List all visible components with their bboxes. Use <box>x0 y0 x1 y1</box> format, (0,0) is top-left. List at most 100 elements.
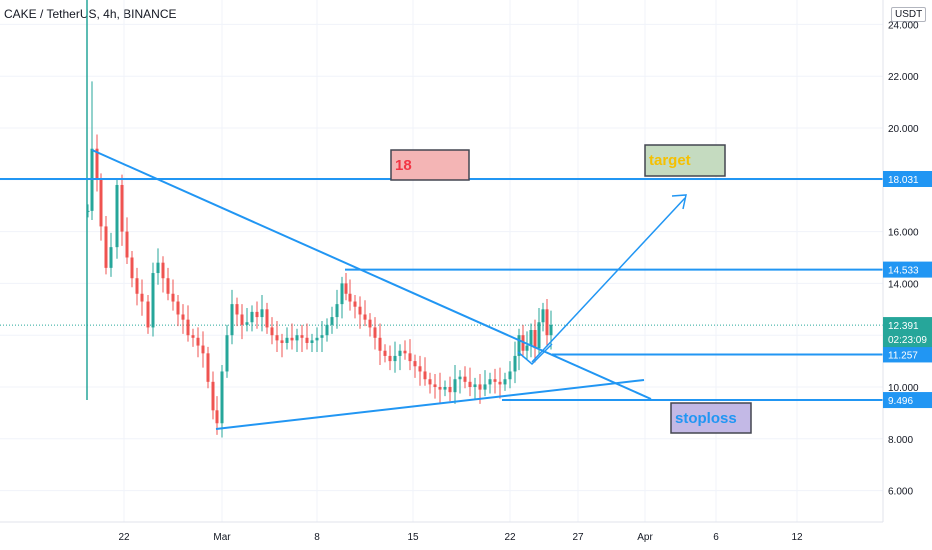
candle-body <box>315 337 319 341</box>
candle-body <box>265 309 269 328</box>
price-level-tag <box>883 392 932 409</box>
candle-body <box>260 309 264 318</box>
candle-body <box>151 273 155 328</box>
candle-body <box>508 371 512 380</box>
bar-countdown: 02:23:09 <box>888 335 927 346</box>
candle-body <box>201 345 205 354</box>
box-18 <box>390 149 470 181</box>
x-tick-label: 6 <box>713 532 719 543</box>
candle-body <box>290 337 294 341</box>
candle-body <box>171 293 175 302</box>
currency-unit-button[interactable]: USDT <box>891 7 927 22</box>
candle-body <box>418 366 422 372</box>
candle-body <box>275 335 279 341</box>
current-price-value: 12.391 <box>888 321 919 332</box>
candle-body <box>393 355 397 362</box>
candle-body <box>468 381 472 387</box>
y-tick-label: 22.000 <box>888 72 919 83</box>
descending-trendline <box>91 149 652 400</box>
candle-body <box>428 379 432 385</box>
y-tick-label: 16.000 <box>888 228 919 239</box>
candle-body <box>250 311 254 323</box>
candle-body <box>525 345 529 351</box>
x-tick-label: 22 <box>118 532 130 543</box>
candle-body <box>196 337 200 346</box>
candle-body <box>483 384 487 390</box>
candle-body <box>368 319 372 328</box>
candle-body <box>513 355 517 372</box>
price-level-value: 14.533 <box>888 266 919 277</box>
target-arrow-head <box>671 194 687 210</box>
text-annotations: 18 target stoploss <box>390 144 752 434</box>
price-axis: 24.00022.00020.00018.00016.00014.00012.0… <box>882 0 919 522</box>
candle-body <box>433 384 437 387</box>
candle-body <box>156 262 160 274</box>
chart-title: CAKE / TetherUS, 4h, BINANCE <box>4 7 177 21</box>
box-18-label: 18 <box>395 157 412 174</box>
candle-body <box>378 337 382 351</box>
candle-body <box>176 301 180 315</box>
candle-body <box>358 306 362 315</box>
candle-body <box>120 184 124 232</box>
candle-body <box>517 335 521 356</box>
candle-body <box>463 376 467 382</box>
candle-body <box>348 293 352 302</box>
candle-body <box>498 381 502 385</box>
price-level-labels: 18.031 14.533 11.257 9.496 12.391 02:23:09 <box>883 170 932 409</box>
candle-body <box>403 350 407 354</box>
candle-body <box>146 301 150 328</box>
candle-body <box>529 330 533 346</box>
candle-body <box>453 379 457 393</box>
candle-body <box>186 319 190 336</box>
breakout-path <box>517 343 553 366</box>
candle-body <box>95 148 99 180</box>
candle-body <box>533 330 537 349</box>
candle-body <box>388 355 392 362</box>
ascending-trendline <box>215 379 645 430</box>
candle-body <box>235 304 239 315</box>
candle-body <box>211 381 215 411</box>
box-target <box>644 144 726 177</box>
candle-body <box>423 371 427 380</box>
candle-body <box>541 309 545 323</box>
y-tick-label: 8.000 <box>888 435 913 446</box>
candle-body <box>181 314 185 320</box>
candle-body <box>344 283 348 294</box>
y-tick-label: 6.000 <box>888 487 913 498</box>
candle-body <box>206 353 210 382</box>
candle-body <box>270 327 274 336</box>
candle-body <box>300 335 304 338</box>
candle-body <box>215 410 219 424</box>
candle-body <box>488 379 492 385</box>
candle-body <box>255 311 259 318</box>
candle-body <box>448 387 452 393</box>
candle-body <box>140 293 144 302</box>
price-level-value: 11.257 <box>888 350 918 361</box>
candle-body <box>503 379 507 385</box>
candle-body <box>245 322 249 325</box>
x-tick-label: 8 <box>314 532 320 543</box>
candle-body <box>99 179 103 227</box>
candle-body <box>478 384 482 390</box>
candle-body <box>330 317 334 325</box>
candle-body <box>191 335 195 338</box>
candle-body <box>295 335 299 341</box>
price-level-tag <box>883 261 932 278</box>
box-target-label: target <box>649 152 691 169</box>
candle-body <box>458 376 462 380</box>
candle-body <box>473 384 477 387</box>
candle-body <box>220 371 224 424</box>
candle-body <box>166 278 170 294</box>
price-level-tag <box>883 170 932 187</box>
candle-body <box>363 314 367 320</box>
current-price-tag <box>883 317 932 348</box>
candle-body <box>413 361 417 367</box>
price-level-value: 18.031 <box>888 175 919 186</box>
candle-body <box>310 340 314 343</box>
box-stoploss <box>670 402 752 434</box>
x-tick-label: Mar <box>213 532 231 543</box>
candle-body <box>285 337 289 343</box>
price-level-tag <box>883 346 932 363</box>
time-axis: 22 Mar 8 15 22 27 Apr 6 12 <box>0 521 883 543</box>
